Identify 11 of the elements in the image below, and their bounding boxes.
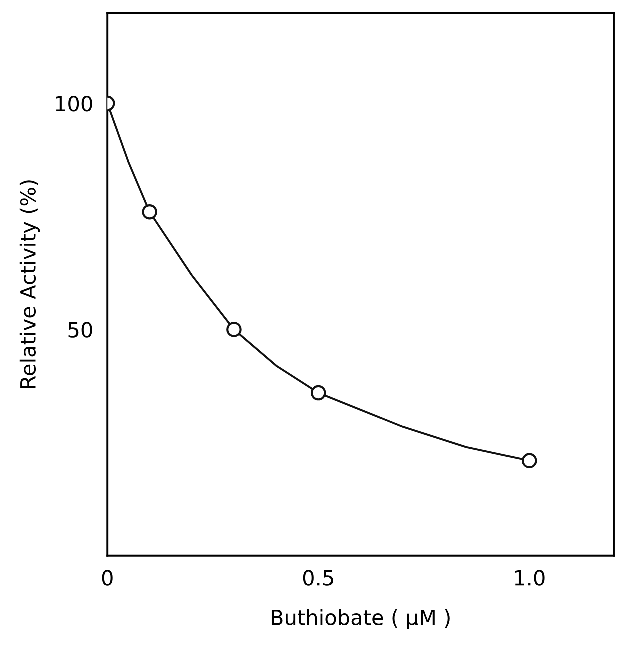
y-tick-label: 100 [56, 96, 92, 112]
y-tick-label: 50 [68, 322, 92, 338]
point [142, 204, 158, 220]
point [522, 453, 538, 469]
x-tick-label: 0.5 [303, 570, 334, 586]
y-axis-title: Relative Activity (%) [20, 180, 40, 388]
point [310, 385, 326, 401]
x-tick-label: 1.0 [515, 570, 545, 586]
point [226, 322, 242, 338]
x-tick-label: 0 [102, 570, 113, 586]
x-axis-title: Buthiobate ( μM ) [272, 609, 450, 630]
